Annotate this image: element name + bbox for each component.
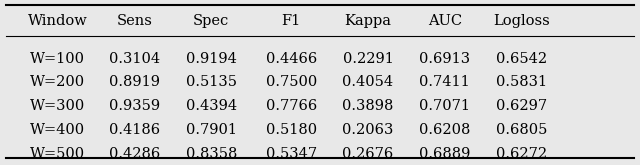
Text: Kappa: Kappa [344,14,392,28]
Text: W=100: W=100 [30,52,85,66]
Text: 0.6208: 0.6208 [419,123,470,137]
Text: 0.7411: 0.7411 [419,76,470,89]
Text: 0.6542: 0.6542 [496,52,547,66]
Text: 0.8919: 0.8919 [109,76,160,89]
Text: 0.4054: 0.4054 [342,76,394,89]
Text: 0.6297: 0.6297 [496,99,547,113]
Text: 0.9359: 0.9359 [109,99,160,113]
Text: 0.4186: 0.4186 [109,123,160,137]
Text: 0.6805: 0.6805 [496,123,547,137]
Text: 0.2291: 0.2291 [342,52,394,66]
Text: Sens: Sens [116,14,152,28]
Text: 0.4394: 0.4394 [186,99,237,113]
Text: 0.8358: 0.8358 [186,147,237,161]
Text: 0.6913: 0.6913 [419,52,470,66]
Text: Window: Window [28,14,88,28]
Text: 0.4466: 0.4466 [266,52,317,66]
Text: 0.3104: 0.3104 [109,52,160,66]
Text: 0.2063: 0.2063 [342,123,394,137]
Text: 0.7766: 0.7766 [266,99,317,113]
Text: F1: F1 [282,14,301,28]
Text: AUC: AUC [428,14,462,28]
Text: W=500: W=500 [30,147,85,161]
Text: 0.5180: 0.5180 [266,123,317,137]
Text: 0.7901: 0.7901 [186,123,237,137]
Text: W=300: W=300 [30,99,85,113]
Text: 0.6889: 0.6889 [419,147,470,161]
Text: 0.5135: 0.5135 [186,76,237,89]
Text: 0.3898: 0.3898 [342,99,394,113]
Text: Logloss: Logloss [493,14,550,28]
Text: 0.7071: 0.7071 [419,99,470,113]
Text: 0.7500: 0.7500 [266,76,317,89]
Text: W=400: W=400 [30,123,85,137]
Text: 0.6272: 0.6272 [496,147,547,161]
Text: 0.9194: 0.9194 [186,52,237,66]
Text: 0.5347: 0.5347 [266,147,317,161]
Text: 0.5831: 0.5831 [496,76,547,89]
Text: W=200: W=200 [30,76,85,89]
Text: 0.4286: 0.4286 [109,147,160,161]
Text: 0.2676: 0.2676 [342,147,394,161]
Text: Spec: Spec [193,14,229,28]
